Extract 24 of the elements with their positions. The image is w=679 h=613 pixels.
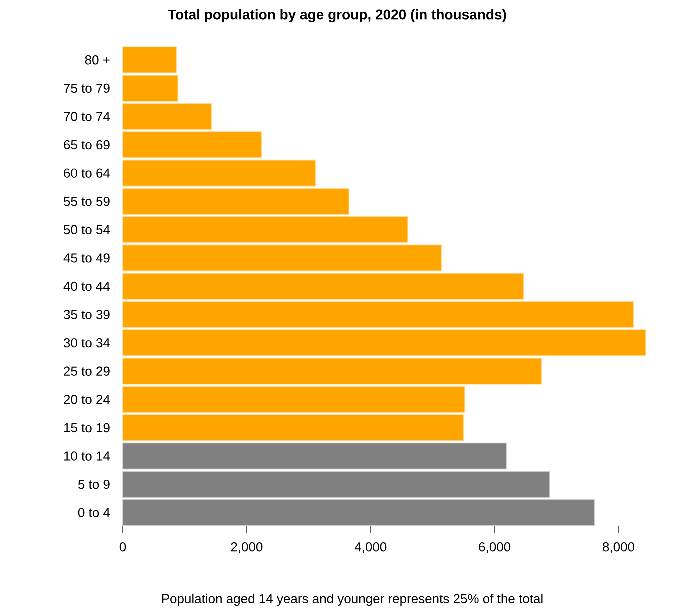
y-tick-label: 55 to 59 <box>64 197 110 206</box>
x-tick-label: 0 <box>120 542 126 552</box>
y-tick-label: 40 to 44 <box>64 282 110 292</box>
y-tick-label: 5 to 9 <box>78 480 110 490</box>
y-tick-label: 10 to 14 <box>64 452 110 461</box>
y-tick-label: 25 to 29 <box>64 366 110 376</box>
x-tick-label: 2,000 <box>231 542 263 554</box>
chart-title: Total population by age group, 2020 (in thousands) <box>168 9 506 23</box>
x-tick-label: 6,000 <box>479 542 511 554</box>
y-tick-label: 75 to 79 <box>64 84 110 94</box>
y-tick-label: 70 to 74 <box>64 112 110 122</box>
y-tick-label: 20 to 24 <box>64 395 110 404</box>
y-tick-label: 45 to 49 <box>64 254 110 263</box>
text: Population aged 14 years and younger represents 25% of the total <box>162 594 543 606</box>
y-tick-label: 60 to 64 <box>64 168 110 178</box>
y-tick-label: 50 to 54 <box>64 225 110 235</box>
y-tick-label: 0 to 4 <box>78 508 110 518</box>
y-tick-label: 80 + <box>85 56 110 65</box>
y-tick-label: 35 to 39 <box>64 310 110 320</box>
y-tick-label: 30 to 34 <box>64 338 110 348</box>
x-tick-label: 4,000 <box>354 542 387 554</box>
y-tick-label: 15 to 19 <box>64 423 110 433</box>
y-tick-label: 65 to 69 <box>64 140 110 150</box>
x-tick-label: 8,000 <box>603 542 635 554</box>
